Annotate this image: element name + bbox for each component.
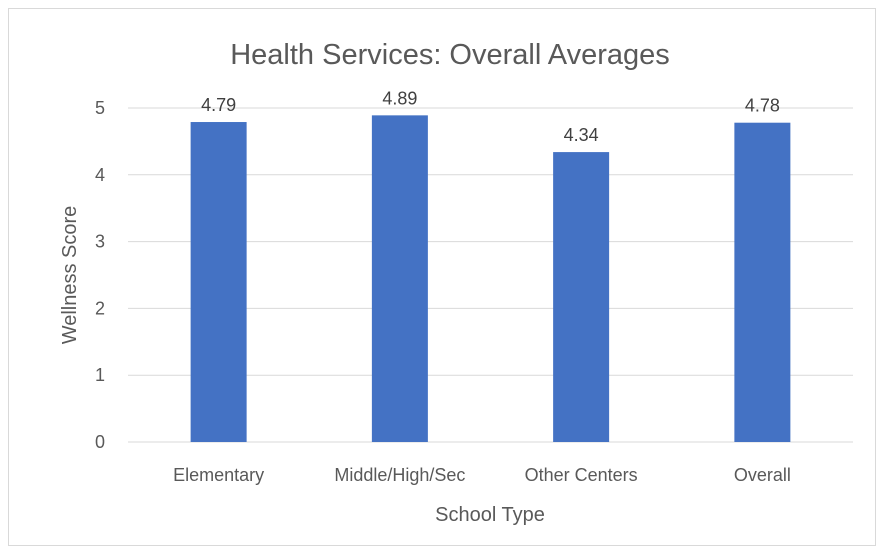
y-tick-label: 4 [95,165,105,185]
x-axis-ticks: Elementary Middle/High/Sec Other Centers Ov… [173,465,791,485]
y-axis-ticks: 0 1 2 3 4 5 [95,98,105,452]
x-axis-title: School Type [435,504,545,526]
bar-3 [734,122,791,443]
y-axis-title: Wellness Score [59,206,81,345]
data-label-2: 4.34 [564,125,599,145]
chart-frame [8,8,876,546]
chart-title: Health Services: Overall Averages [230,39,670,71]
y-tick-label: 0 [95,432,105,452]
x-tick-label-0: Elementary [173,465,264,485]
x-tick-label-3: Overall [734,465,791,485]
x-tick-label-1: Middle/High/Sec [334,465,465,485]
bar-1 [371,115,428,443]
y-tick-label: 1 [95,365,105,385]
bars [190,115,791,443]
y-tick-label: 2 [95,298,105,318]
y-tick-label: 5 [95,98,105,118]
x-tick-label-2: Other Centers [525,465,638,485]
y-tick-label: 3 [95,232,105,252]
data-label-0: 4.79 [201,95,236,115]
data-labels: 4.79 4.89 4.34 4.78 [201,88,780,145]
bar-0 [190,122,247,442]
data-label-1: 4.89 [382,88,417,108]
bar-2 [553,152,610,442]
data-label-3: 4.78 [745,96,780,116]
gridlines [128,107,853,443]
